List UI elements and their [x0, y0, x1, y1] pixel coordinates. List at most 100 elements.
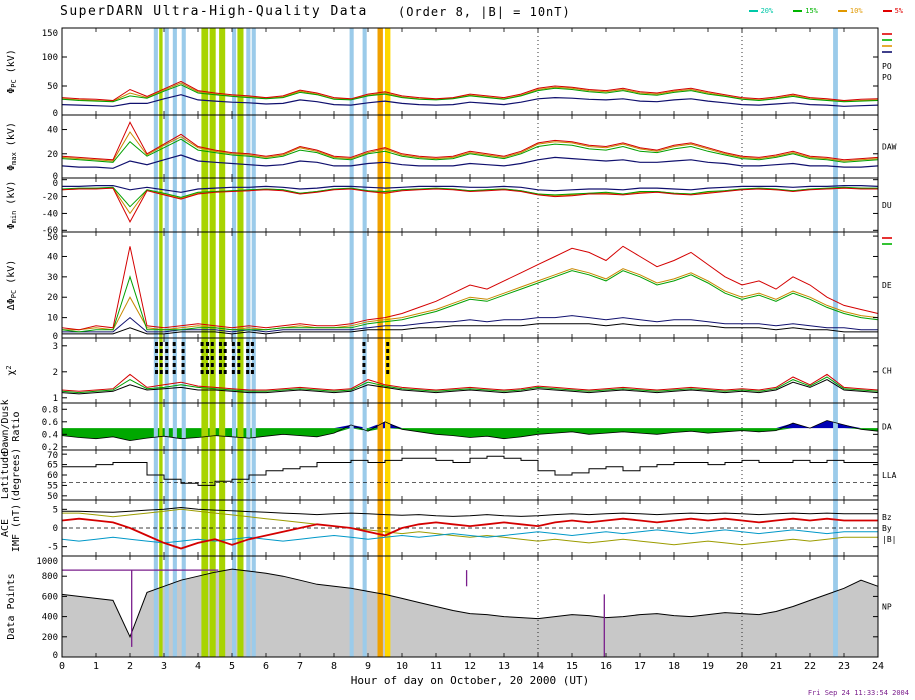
- svg-text:8: 8: [331, 661, 337, 672]
- svg-text:65: 65: [47, 461, 58, 471]
- svg-text:LLA: LLA: [882, 471, 897, 480]
- svg-text:0: 0: [53, 524, 58, 534]
- svg-text:20: 20: [47, 150, 58, 160]
- svg-text:By: By: [882, 524, 892, 533]
- svg-text:CH: CH: [882, 367, 892, 376]
- legend-swatch-15pct: [793, 10, 803, 12]
- svg-text:5: 5: [53, 505, 58, 515]
- svg-text:20: 20: [736, 661, 748, 672]
- svg-text:2: 2: [53, 368, 58, 378]
- svg-text:-60: -60: [42, 226, 58, 236]
- svg-text:Φmax (kV): Φmax (kV): [6, 122, 18, 171]
- svg-text:Dawn/Dusk: Dawn/Dusk: [0, 399, 11, 453]
- svg-text:50: 50: [47, 82, 58, 92]
- svg-text:600: 600: [42, 592, 58, 602]
- svg-text:DA: DA: [882, 423, 892, 432]
- svg-text:0: 0: [53, 179, 58, 189]
- svg-text:14: 14: [532, 661, 544, 672]
- svg-text:10: 10: [396, 661, 408, 672]
- svg-text:Latitude: Latitude: [0, 451, 11, 499]
- svg-text:19: 19: [702, 661, 714, 672]
- legend-item-20pct: 20%: [748, 7, 774, 15]
- legend-item-10pct: 10%: [837, 7, 863, 15]
- svg-text:100: 100: [42, 53, 58, 63]
- svg-text:0: 0: [59, 661, 65, 672]
- svg-text:70: 70: [47, 451, 58, 461]
- legend-item-15pct: 15%: [793, 7, 818, 15]
- svg-text:ΔΦPC (kV): ΔΦPC (kV): [6, 260, 18, 311]
- plot-subtitle: (Order 8, |B| = 10nT): [398, 5, 571, 19]
- svg-text:IMF (nT): IMF (nT): [11, 504, 22, 552]
- svg-text:0: 0: [53, 651, 58, 661]
- legend-label-20pct: 20%: [760, 7, 774, 15]
- svg-text:|B|: |B|: [882, 535, 896, 544]
- svg-text:-40: -40: [42, 209, 58, 219]
- svg-text:DU: DU: [882, 201, 892, 210]
- svg-text:400: 400: [42, 613, 58, 623]
- svg-text:0.2: 0.2: [42, 443, 58, 453]
- svg-text:4: 4: [195, 661, 201, 672]
- svg-text:PO: PO: [882, 73, 892, 82]
- svg-text:55: 55: [47, 481, 58, 491]
- svg-text:22: 22: [804, 661, 816, 672]
- svg-text:50: 50: [47, 492, 58, 502]
- x-axis-label: Hour of day on October, 20 2000 (UT): [350, 674, 590, 687]
- svg-text:-5: -5: [47, 543, 58, 553]
- svg-text:10: 10: [47, 314, 58, 324]
- svg-text:ΦPC (kV): ΦPC (kV): [6, 49, 18, 94]
- svg-text:20: 20: [47, 293, 58, 303]
- svg-text:30: 30: [47, 273, 58, 283]
- svg-text:1: 1: [53, 394, 58, 404]
- svg-text:5: 5: [229, 661, 235, 672]
- svg-text:24: 24: [872, 661, 884, 672]
- svg-text:(degrees): (degrees): [11, 448, 22, 502]
- svg-text:21: 21: [770, 661, 782, 672]
- svg-text:9: 9: [365, 661, 371, 672]
- svg-text:40: 40: [47, 252, 58, 262]
- svg-text:NP: NP: [882, 603, 892, 612]
- legend-label-15pct: 15%: [805, 7, 818, 15]
- svg-text:800: 800: [42, 572, 58, 582]
- svg-text:3: 3: [161, 661, 167, 672]
- legend-swatch-5pct: [882, 10, 892, 12]
- svg-text:40: 40: [47, 126, 58, 136]
- svg-text:2: 2: [127, 661, 133, 672]
- legend-swatch-20pct: [748, 10, 758, 12]
- svg-text:7: 7: [297, 661, 303, 672]
- legend-swatch-10pct: [837, 10, 847, 12]
- svg-text:0.8: 0.8: [42, 405, 58, 415]
- svg-text:16: 16: [600, 661, 612, 672]
- svg-text:60: 60: [47, 471, 58, 481]
- svg-text:0: 0: [53, 109, 58, 119]
- svg-text:23: 23: [838, 661, 850, 672]
- svg-text:3: 3: [53, 342, 58, 352]
- svg-text:0.6: 0.6: [42, 418, 58, 428]
- svg-text:1: 1: [93, 661, 99, 672]
- timestamp: Fri Sep 24 11:33:54 2004: [807, 689, 909, 697]
- svg-text:-20: -20: [42, 193, 58, 203]
- svg-text:12: 12: [464, 661, 476, 672]
- svg-text:0.4: 0.4: [42, 430, 58, 440]
- svg-text:11: 11: [430, 661, 442, 672]
- svg-text:χ2: χ2: [5, 365, 17, 375]
- svg-text:18: 18: [668, 661, 680, 672]
- svg-text:Data Points: Data Points: [6, 573, 17, 639]
- svg-text:ACE: ACE: [0, 519, 11, 537]
- svg-text:Ratio: Ratio: [11, 411, 22, 441]
- svg-text:Bz: Bz: [882, 513, 892, 522]
- svg-text:15: 15: [566, 661, 578, 672]
- svg-text:DAW: DAW: [882, 143, 897, 152]
- svg-text:Φmin (kV): Φmin (kV): [6, 181, 18, 230]
- svg-text:PO: PO: [882, 62, 892, 71]
- svg-text:13: 13: [498, 661, 510, 672]
- svg-text:50: 50: [47, 233, 58, 243]
- svg-text:1000: 1000: [36, 557, 58, 567]
- page-title: SuperDARN Ultra-High-Quality Data: [60, 4, 368, 19]
- legend-item-5pct: 5%: [882, 7, 903, 15]
- svg-text:0: 0: [53, 172, 58, 182]
- svg-text:200: 200: [42, 633, 58, 643]
- svg-text:6: 6: [263, 661, 269, 672]
- svg-text:17: 17: [634, 661, 646, 672]
- svg-text:150: 150: [42, 29, 58, 39]
